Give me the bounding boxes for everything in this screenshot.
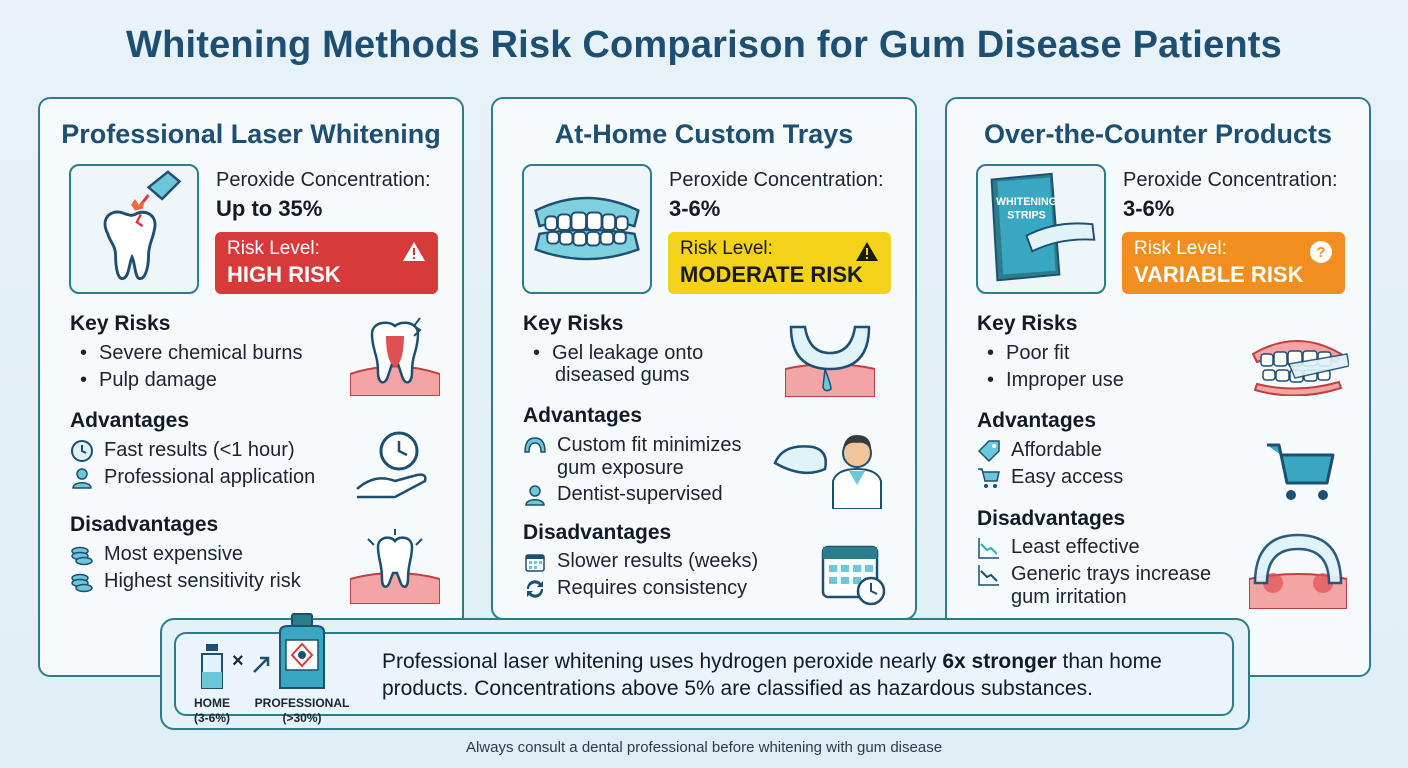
disadvantages-heading: Disadvantages — [70, 513, 219, 536]
disadvantage-item: Least effective — [977, 536, 1140, 560]
advantage-item: Easy access — [977, 466, 1123, 490]
risk-badge-variable: Risk Level: VARIABLE RISK ? — [1122, 232, 1345, 294]
question-icon: ? — [1310, 241, 1332, 263]
concentration-comparison-panel: HOME (3-6%) × PROFESSIONAL (>30%) Professi… — [160, 613, 1250, 730]
advantage-item: Dentist-supervised — [523, 483, 723, 507]
advantage-item: Professional application — [70, 466, 315, 490]
disadvantage-item: Highest sensitivity risk — [70, 570, 301, 594]
dentist-tray-icon — [773, 435, 882, 509]
key-risks-heading: Key Risks — [523, 312, 624, 335]
key-risk-item: Pulp damage — [80, 369, 217, 392]
professional-bottle-icon — [279, 613, 325, 689]
concentration-value: 3-6% — [669, 196, 721, 221]
card-title: At-Home Custom Trays — [554, 119, 854, 149]
advantage-item: Custom fit minimizes gum exposure — [523, 434, 741, 480]
risk-label: Risk Level: — [1134, 238, 1227, 259]
denture-trays-illustration — [522, 164, 652, 294]
comparison-inner — [174, 632, 1234, 716]
hero-text-strips: STRIPS — [1007, 209, 1046, 221]
key-risk-item: Severe chemical burns — [80, 342, 302, 365]
risk-badge-moderate: Risk Level: MODERATE RISK — [668, 232, 891, 294]
advantages-heading: Advantages — [70, 409, 190, 432]
whitening-strips-illustration: WHITENING STRIPS — [976, 164, 1106, 294]
card-over-the-counter: Over-the-Counter Products WHITENING STRI… — [945, 97, 1371, 677]
refresh-icon — [526, 580, 544, 598]
gel-leak-tray-icon — [785, 325, 875, 397]
clock-icon — [71, 440, 93, 462]
advantage-item: Affordable — [977, 439, 1102, 463]
advantage-item: Fast results (<1 hour) — [70, 439, 295, 463]
damaged-tooth-gum-icon — [350, 317, 440, 396]
key-risk-item: Poor fit — [987, 342, 1069, 365]
advantages-heading: Advantages — [523, 404, 643, 427]
sensitive-tooth-icon — [350, 529, 440, 604]
risk-label: Risk Level: — [227, 238, 320, 259]
concentration-label: Peroxide Concentration: — [216, 169, 431, 191]
concentration-value: Up to 35% — [216, 196, 323, 221]
home-label: HOME (3-6%) — [193, 696, 230, 725]
risk-value: VARIABLE RISK — [1134, 262, 1304, 287]
warning-icon — [403, 242, 425, 261]
calendar-clock-icon — [821, 545, 886, 606]
advantages-heading: Advantages — [977, 409, 1097, 432]
risk-value: HIGH RISK — [227, 262, 341, 287]
professional-label: PROFESSIONAL (>30%) — [254, 696, 350, 725]
key-risk-item: Improper use — [987, 369, 1124, 392]
cart-icon — [978, 468, 1000, 488]
home-bottle-icon — [201, 644, 223, 689]
page-title: Whitening Methods Risk Comparison for Gu… — [126, 24, 1282, 66]
key-risks-heading: Key Risks — [977, 312, 1078, 335]
hero-text-whitening: WHITENING — [996, 196, 1057, 208]
card-at-home-trays: At-Home Custom Trays Peroxide Concentrat… — [491, 97, 917, 620]
svg-text:?: ? — [1316, 244, 1325, 261]
trend-down-icon — [978, 565, 999, 586]
key-risk-item-cont: diseased gums — [555, 364, 690, 386]
comparison-note: Professional laser whitening uses hydrog… — [382, 650, 1162, 700]
disadvantages-heading: Disadvantages — [977, 507, 1126, 530]
coins-icon — [71, 573, 93, 593]
footer-disclaimer: Always consult a dental professional bef… — [465, 739, 943, 756]
coins-icon — [71, 546, 93, 566]
multiplier-sign: × — [232, 650, 244, 672]
hand-clock-icon — [356, 431, 427, 499]
irritated-gum-tray-icon — [1249, 533, 1347, 609]
disadvantage-item: Requires consistency — [523, 577, 747, 601]
person-icon — [525, 485, 545, 506]
card-title: Over-the-Counter Products — [983, 119, 1333, 149]
disadvantage-item: Slower results (weeks) — [523, 550, 758, 574]
disadvantage-item: Generic trays increase gum irritation — [977, 563, 1211, 609]
risk-label: Risk Level: — [680, 238, 773, 259]
risk-value: MODERATE RISK — [680, 262, 863, 287]
risk-badge-high: Risk Level: HIGH RISK — [215, 232, 438, 294]
key-risk-item: Gel leakage onto — [533, 342, 703, 365]
card-title: Professional Laser Whitening — [61, 119, 441, 149]
key-risks-heading: Key Risks — [70, 312, 171, 335]
loose-strip-teeth-icon — [1251, 340, 1349, 396]
concentration-value: 3-6% — [1123, 196, 1175, 221]
disadvantages-heading: Disadvantages — [523, 521, 672, 544]
concentration-label: Peroxide Concentration: — [1123, 169, 1338, 191]
disadvantage-item: Most expensive — [70, 543, 243, 567]
card-professional-laser: Professional Laser Whitening Peroxide Co… — [38, 97, 464, 677]
person-icon — [72, 468, 92, 489]
concentration-label: Peroxide Concentration: — [669, 169, 884, 191]
tag-icon — [977, 440, 1000, 463]
tray-icon — [524, 437, 546, 453]
arrow-up-right-icon — [253, 656, 270, 673]
laser-tooth-illustration — [69, 164, 199, 294]
warning-icon — [856, 242, 878, 261]
calendar-icon — [525, 554, 545, 572]
trend-down-icon — [978, 538, 999, 559]
shopping-cart-icon — [1267, 443, 1335, 500]
